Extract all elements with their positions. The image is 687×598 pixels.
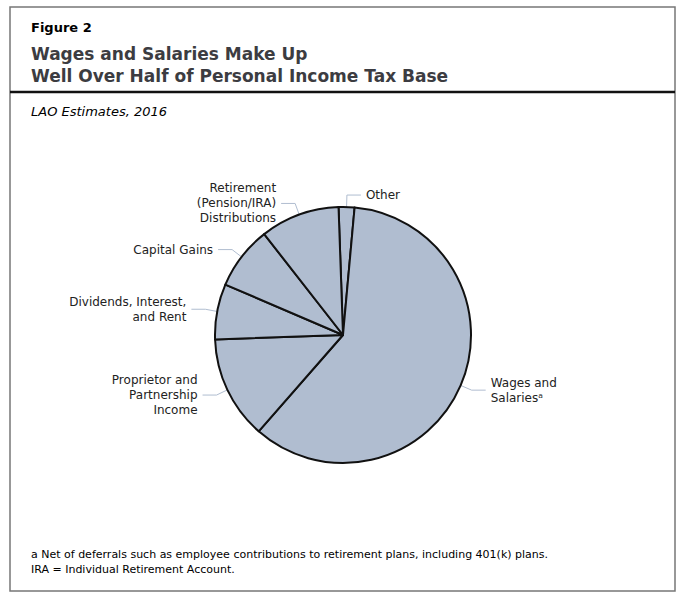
svg-text:Income: Income xyxy=(153,403,197,417)
svg-text:Dividends, Interest,: Dividends, Interest, xyxy=(69,295,186,309)
svg-text:(Pension/IRA): (Pension/IRA) xyxy=(197,196,276,210)
svg-text:a Net of deferrals such as emp: a Net of deferrals such as employee cont… xyxy=(31,548,548,561)
svg-text:Other: Other xyxy=(366,188,400,202)
svg-text:Proprietor and: Proprietor and xyxy=(112,373,198,387)
svg-text:Capital Gains: Capital Gains xyxy=(133,243,213,257)
svg-text:Figure 2: Figure 2 xyxy=(31,20,92,35)
svg-text:Partnership: Partnership xyxy=(129,388,197,402)
svg-text:Salariesᵃ: Salariesᵃ xyxy=(491,391,543,405)
svg-text:Retirement: Retirement xyxy=(209,181,276,195)
svg-text:Distributions: Distributions xyxy=(200,211,276,225)
svg-text:LAO Estimates, 2016: LAO Estimates, 2016 xyxy=(31,104,167,119)
svg-text:Wages and Salaries Make Up: Wages and Salaries Make Up xyxy=(31,44,307,64)
svg-text:IRA = Individual Retirement Ac: IRA = Individual Retirement Account. xyxy=(31,563,235,576)
svg-text:and Rent: and Rent xyxy=(132,310,186,324)
svg-text:Well Over Half of Personal Inc: Well Over Half of Personal Income Tax Ba… xyxy=(31,66,448,86)
svg-text:Wages and: Wages and xyxy=(491,376,557,390)
